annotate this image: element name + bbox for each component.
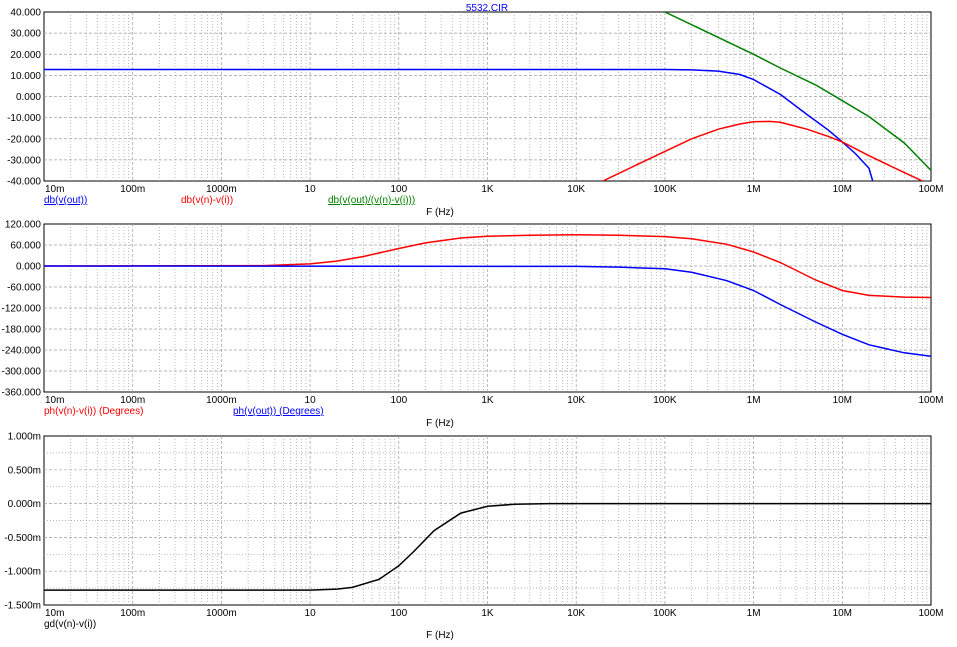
legend-label-ph-v-n-v-i-degrees: ph(v(n)-v(i)) (Degrees): [44, 406, 143, 417]
x-axis-label: F (Hz): [426, 630, 454, 641]
y-tick-label: -10.000: [7, 113, 41, 124]
x-tick-label: 100m: [120, 395, 145, 406]
x-tick-label: 1K: [481, 608, 494, 619]
x-tick-label: 100K: [653, 395, 677, 406]
x-tick-label: 1000m: [206, 184, 237, 195]
x-tick-label: 10M: [833, 608, 852, 619]
y-tick-label: 0.000m: [8, 499, 41, 510]
y-tick-label: 20.000: [10, 50, 41, 61]
y-tick-label: 120.000: [5, 220, 42, 231]
x-tick-label: 1000m: [206, 395, 237, 406]
y-tick-label: -1.500m: [4, 601, 41, 612]
y-tick-label: 1.000m: [8, 432, 41, 443]
x-tick-label: 1M: [747, 395, 761, 406]
x-tick-label: 100K: [653, 608, 677, 619]
y-tick-label: -60.000: [7, 283, 41, 294]
window-title: 5532.CIR: [466, 3, 508, 14]
x-tick-label: 10m: [45, 395, 64, 406]
x-tick-label: 1000m: [206, 608, 237, 619]
x-axis-label: F (Hz): [426, 418, 454, 429]
y-tick-label: -30.000: [7, 155, 41, 166]
y-tick-label: 60.000: [10, 241, 41, 252]
x-tick-label: 10: [305, 184, 317, 195]
y-tick-label: 40.000: [10, 8, 41, 19]
x-tick-label: 100M: [918, 395, 943, 406]
x-tick-label: 10m: [45, 184, 64, 195]
y-tick-label: 30.000: [10, 29, 41, 40]
x-tick-label: 1K: [481, 184, 494, 195]
series-line-gd-v-n-v-i: [44, 502, 931, 591]
x-tick-label: 10K: [567, 608, 585, 619]
series-line-db-v-out: [44, 68, 874, 181]
x-tick-label: 10K: [567, 395, 585, 406]
x-tick-label: 100: [390, 395, 407, 406]
series-line-db-v-out-v-n-v-i: [664, 12, 931, 171]
series-line-ph-v-n-v-i-degrees: [44, 234, 931, 299]
x-tick-label: 10M: [833, 395, 852, 406]
legend-label-db-v-n-v-i: db(v(n)-v(i)): [181, 195, 233, 206]
legend-label-db-v-out: db(v(out)): [44, 195, 87, 206]
y-tick-label: -180.000: [2, 325, 42, 336]
y-tick-label: -360.000: [2, 388, 42, 399]
x-tick-label: 100: [390, 608, 407, 619]
x-tick-label: 100M: [918, 608, 943, 619]
y-tick-label: -120.000: [2, 304, 42, 315]
x-tick-label: 100K: [653, 184, 677, 195]
x-tick-label: 100M: [918, 184, 943, 195]
y-tick-label: 10.000: [10, 71, 41, 82]
y-tick-label: 0.500m: [8, 465, 41, 476]
x-tick-label: 1K: [481, 395, 494, 406]
x-tick-label: 100: [390, 184, 407, 195]
series-line-db-v-n-v-i: [602, 120, 923, 181]
x-axis-label: F (Hz): [426, 207, 454, 218]
y-tick-label: -20.000: [7, 134, 41, 145]
y-tick-label: -300.000: [2, 367, 42, 378]
legend-label-gd-v-n-v-i: gd(v(n)-v(i)): [44, 619, 96, 630]
x-tick-label: 10m: [45, 608, 64, 619]
legend-label-db-v-out-v-n-v-i: db(v(out)/(v(n)-v(i))): [328, 195, 415, 206]
x-tick-label: 100m: [120, 184, 145, 195]
x-tick-label: 10: [305, 608, 317, 619]
series-line-ph-v-out-degrees: [44, 265, 931, 358]
y-tick-label: -240.000: [2, 346, 42, 357]
y-tick-label: -0.500m: [4, 533, 41, 544]
x-tick-label: 1M: [747, 184, 761, 195]
y-tick-label: 0.000: [16, 262, 41, 273]
x-tick-label: 10: [305, 395, 317, 406]
x-tick-label: 1M: [747, 608, 761, 619]
y-tick-label: -40.000: [7, 177, 41, 188]
x-tick-label: 10M: [833, 184, 852, 195]
y-tick-label: -1.000m: [4, 567, 41, 578]
x-tick-label: 100m: [120, 608, 145, 619]
y-tick-label: 0.000: [16, 92, 41, 103]
x-tick-label: 10K: [567, 184, 585, 195]
legend-label-ph-v-out-degrees: ph(v(out)) (Degrees): [233, 406, 324, 417]
